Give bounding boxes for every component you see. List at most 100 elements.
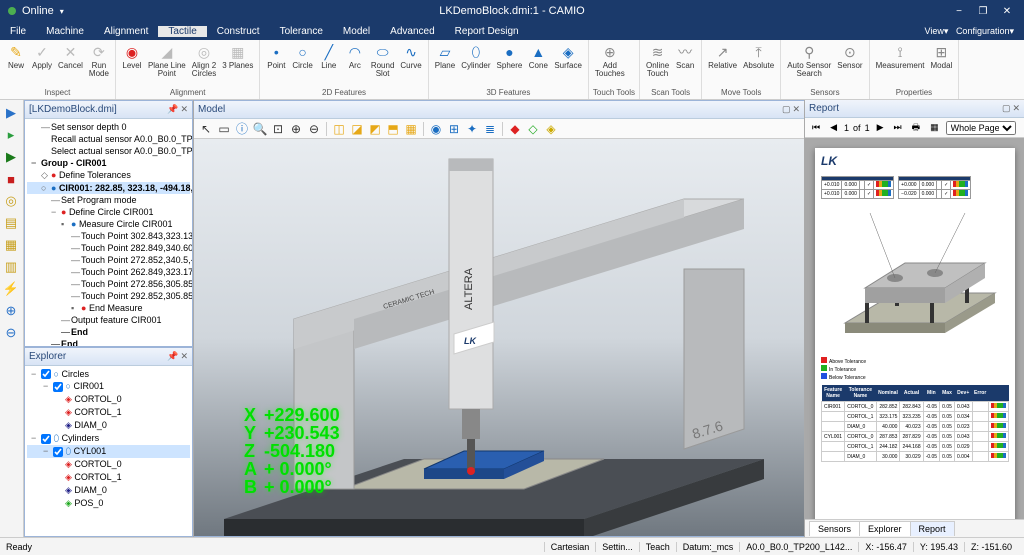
tree-node[interactable]: —Touch Point 272.856,305.857,-495.18, — [27, 278, 190, 290]
model-viewport[interactable]: ALTERA CERAMIC TECH LK 8.7.6 X+229.600Y+… — [194, 139, 804, 536]
surface-button[interactable]: ◈Surface — [552, 42, 584, 71]
info-icon[interactable]: ⓘ — [234, 121, 250, 137]
report-prev-button[interactable]: ◀ — [827, 122, 840, 133]
status-item[interactable]: X: -156.47 — [858, 542, 913, 552]
bolt-icon[interactable]: ⚡ — [2, 280, 20, 298]
level-button[interactable]: ◉Level — [120, 42, 144, 71]
align2circles-button[interactable]: ◎Align 2Circles — [190, 42, 218, 79]
tree-node[interactable]: − ⬯ Cylinders — [27, 432, 190, 445]
tree-node[interactable]: Select actual sensor A0.0_B0.0_TP200_L14… — [27, 145, 190, 157]
explorer-tree[interactable]: − ○ Circles− ○ CIR001◈ CORTOL_0◈ CORTOL_… — [25, 366, 192, 536]
scan-button[interactable]: 〰Scan — [673, 42, 697, 71]
status-item[interactable]: A0.0_B0.0_TP200_L142... — [739, 542, 858, 552]
add-touches-button[interactable]: ⊕AddTouches — [593, 42, 627, 79]
close-button[interactable]: ✕ — [998, 4, 1016, 18]
tree-node[interactable]: ◇● Define Tolerances — [27, 169, 190, 182]
status-item[interactable]: Cartesian — [544, 542, 596, 552]
absolute-button[interactable]: ⤒Absolute — [741, 42, 776, 71]
tree-node[interactable]: Recall actual sensor A0.0_B0.0_TP200_L14… — [27, 133, 190, 145]
tree-node[interactable]: —Set Program mode — [27, 194, 190, 206]
menu-tolerance[interactable]: Tolerance — [270, 26, 333, 37]
tree-node[interactable]: ◈ CORTOL_0 — [27, 393, 190, 406]
report-first-button[interactable]: ⏮ — [809, 122, 823, 133]
line-button[interactable]: ╱Line — [317, 42, 341, 71]
tree-node[interactable]: —Touch Point 272.852,340.5,-495.18,0. — [27, 254, 190, 266]
step-icon[interactable]: ▸ — [2, 126, 20, 144]
restore-button[interactable]: ❐ — [974, 4, 992, 18]
tree-checkbox[interactable] — [53, 447, 63, 457]
auto-sensor-button[interactable]: ⚲Auto SensorSearch — [785, 42, 833, 79]
tree-node[interactable]: ▪● Measure Circle CIR001 — [27, 218, 190, 230]
tree-node[interactable]: —Touch Point 302.843,323.139,-495.18, — [27, 230, 190, 242]
tree-node[interactable]: —Touch Point 292.852,305.858,-495.18, — [27, 290, 190, 302]
layer-icon[interactable]: ≣ — [482, 121, 498, 137]
tree-node[interactable]: —End — [27, 338, 190, 346]
tree-node[interactable]: ◈ CORTOL_1 — [27, 471, 190, 484]
panel-close-icon[interactable]: ✕ — [1012, 103, 1020, 114]
rect-select-icon[interactable]: ▭ — [216, 121, 232, 137]
tree-node[interactable]: ◈ DIAM_0 — [27, 484, 190, 497]
tree-node[interactable]: ◈ CORTOL_0 — [27, 458, 190, 471]
report-print-button[interactable]: 🖶 — [909, 120, 924, 136]
tree-node[interactable]: ◈ POS_0 — [27, 497, 190, 510]
relative-button[interactable]: ↗Relative — [706, 42, 739, 71]
circle-button[interactable]: ○Circle — [290, 42, 314, 71]
tree-node[interactable]: —Touch Point 282.849,340.603,-495.18, — [27, 242, 190, 254]
green-tool-icon[interactable]: ◇ — [525, 121, 541, 137]
menu-model[interactable]: Model — [333, 26, 380, 37]
minimize-button[interactable]: − — [950, 4, 968, 18]
menu-advanced[interactable]: Advanced — [380, 26, 444, 37]
cancel-button[interactable]: ✕Cancel — [56, 42, 85, 71]
tree-node[interactable]: −Group - CIR001 — [27, 157, 190, 169]
arc-button[interactable]: ◠Arc — [343, 42, 367, 71]
side-icon[interactable]: ◩ — [367, 121, 383, 137]
pointer-icon[interactable]: ↖ — [198, 121, 214, 137]
stop-icon[interactable]: ■ — [2, 170, 20, 188]
zoom-out2-icon[interactable]: ⊖ — [306, 121, 322, 137]
tree-node[interactable]: ▪● End Measure — [27, 302, 190, 314]
tree-checkbox[interactable] — [53, 382, 63, 392]
sphere-button[interactable]: ●Sphere — [495, 42, 525, 71]
play-icon[interactable]: ▶ — [2, 104, 20, 122]
menu-file[interactable]: File — [0, 26, 36, 37]
point-button[interactable]: •Point — [264, 42, 288, 71]
zoom-in-icon[interactable]: ⊕ — [2, 302, 20, 320]
modal-button[interactable]: ⊞Modal — [929, 42, 955, 71]
tree-node[interactable]: —End — [27, 326, 190, 338]
tab-explorer[interactable]: Explorer — [859, 521, 911, 536]
target-icon[interactable]: ◎ — [2, 192, 20, 210]
tree-node[interactable]: —Output feature CIR001 — [27, 314, 190, 326]
menu-machine[interactable]: Machine — [36, 26, 94, 37]
titlebar-dropdown-icon[interactable]: ▾ — [60, 7, 64, 16]
tab-sensors[interactable]: Sensors — [809, 521, 860, 536]
status-item[interactable]: Y: 195.43 — [913, 542, 964, 552]
status-item[interactable]: Z: -151.60 — [964, 542, 1018, 552]
iso-icon[interactable]: ◫ — [331, 121, 347, 137]
tree-node[interactable]: − ⬯ CYL001 — [27, 445, 190, 458]
tree-node[interactable]: −● Define Circle CIR001 — [27, 206, 190, 218]
tree-checkbox[interactable] — [41, 434, 51, 444]
menu-report-design[interactable]: Report Design — [445, 26, 529, 37]
online-touch-button[interactable]: ≋OnlineTouch — [644, 42, 671, 79]
tree-node[interactable]: ○● CIR001: 282.85, 323.18, -494.18, 0.00… — [27, 182, 190, 194]
report-export-button[interactable]: ▦ — [927, 122, 942, 133]
panel-maximize-icon[interactable]: ▢ — [1002, 103, 1011, 114]
panel-close-icon[interactable]: ✕ — [180, 104, 188, 115]
status-item[interactable]: Datum:_mcs — [676, 542, 740, 552]
menu-construct[interactable]: Construct — [207, 26, 270, 37]
tree-node[interactable]: − ○ CIR001 — [27, 380, 190, 393]
new-button[interactable]: ✎New — [4, 42, 28, 71]
measurement-button[interactable]: ⟟Measurement — [874, 42, 927, 71]
front-icon[interactable]: ◪ — [349, 121, 365, 137]
zoom-out-icon[interactable]: ⊖ — [2, 324, 20, 342]
tab-report[interactable]: Report — [910, 521, 955, 536]
tree-node[interactable]: ◈ CORTOL_1 — [27, 406, 190, 419]
apply-button[interactable]: ✓Apply — [30, 42, 54, 71]
view-menu[interactable]: View▾ — [925, 26, 949, 36]
tree-node[interactable]: ◈ DIAM_0 — [27, 419, 190, 432]
run-mode-button[interactable]: ⟳RunMode — [87, 42, 111, 79]
panel-close-icon[interactable]: ✕ — [180, 351, 188, 362]
tree-node[interactable]: —Touch Point 262.849,323.175,-495.18, — [27, 266, 190, 278]
tree-node[interactable]: − ○ Circles — [27, 368, 190, 381]
status-item[interactable]: Teach — [639, 542, 676, 552]
